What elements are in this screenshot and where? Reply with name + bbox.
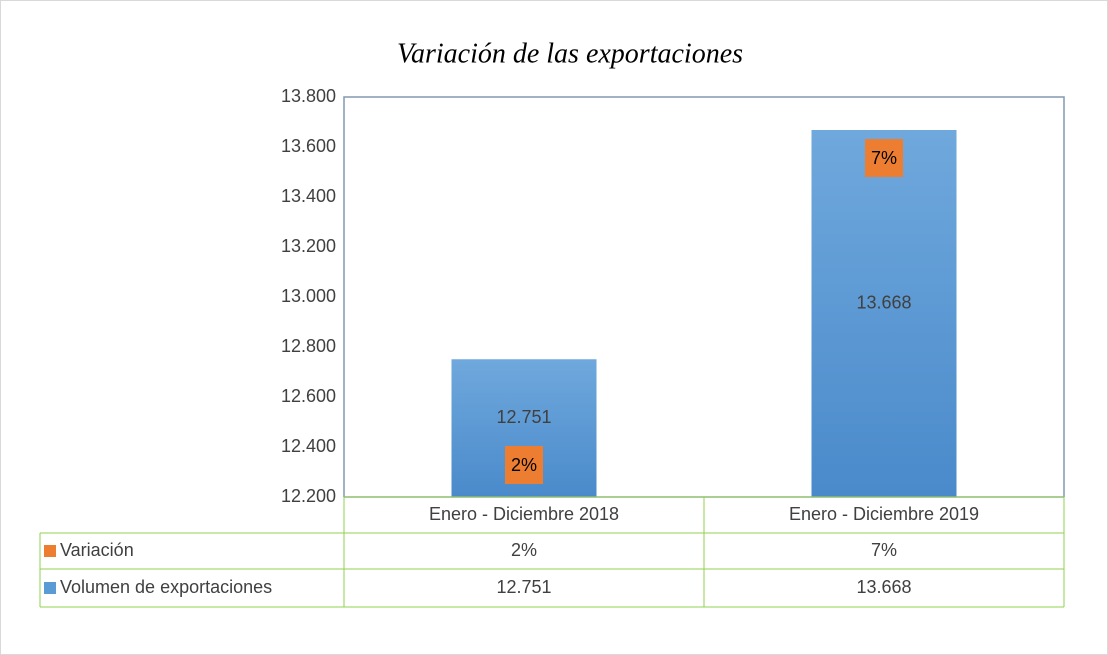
y-tick-label: 13.200 <box>281 236 336 256</box>
y-tick-label: 13.800 <box>281 86 336 106</box>
y-tick-label: 13.000 <box>281 286 336 306</box>
table-value: 13.668 <box>856 577 911 597</box>
y-tick-label: 13.400 <box>281 186 336 206</box>
legend-label: Volumen de exportaciones <box>60 577 272 597</box>
bar <box>811 130 957 497</box>
variation-label-box <box>865 139 903 177</box>
y-tick-label: 12.600 <box>281 386 336 406</box>
chart-title: Variación de las exportaciones <box>397 38 743 69</box>
x-tick-label: Enero - Diciembre 2018 <box>429 504 619 524</box>
plot-border <box>343 96 1065 497</box>
table-value: 2% <box>511 540 537 560</box>
legend-label: Variación <box>60 540 134 560</box>
table-value: 7% <box>871 540 897 560</box>
legend-key <box>44 582 56 594</box>
y-tick-label: 12.400 <box>281 436 336 456</box>
y-tick-label: 13.600 <box>281 136 336 156</box>
y-tick-label: 12.800 <box>281 336 336 356</box>
variation-label-box <box>505 446 543 484</box>
data-label: 2% <box>511 455 537 475</box>
x-tick-label: Enero - Diciembre 2019 <box>789 504 979 524</box>
data-label: 7% <box>871 148 897 168</box>
legend-key <box>44 545 56 557</box>
y-tick-label: 12.200 <box>281 486 336 506</box>
data-label: 12.751 <box>496 407 551 427</box>
table-value: 12.751 <box>496 577 551 597</box>
data-label: 13.668 <box>856 292 911 312</box>
